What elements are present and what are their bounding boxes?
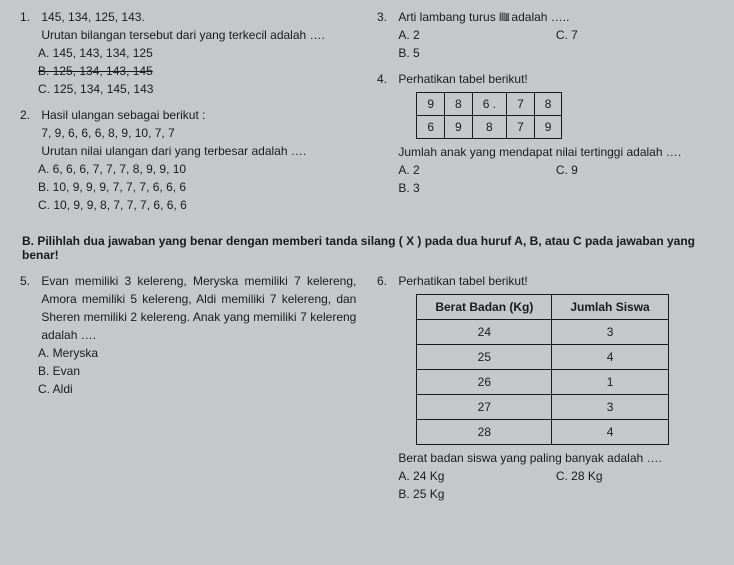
q6-option-b[interactable]: B. 25 Kg: [398, 485, 713, 503]
question-3: 3. Arti lambang turus 𝍫 II adalah ….. A.…: [377, 8, 714, 62]
q4-r2c4: 7: [507, 116, 535, 139]
q3-option-c[interactable]: C. 7: [556, 26, 714, 44]
q4-r2c5: 9: [534, 116, 562, 139]
q2-stem2: 7, 9, 6, 6, 6, 8, 9, 10, 7, 7: [41, 126, 174, 140]
q1-option-a[interactable]: A. 145, 143, 134, 125: [38, 44, 357, 62]
q2-body: Hasil ulangan sebagai berikut : 7, 9, 6,…: [41, 106, 356, 160]
q3-stem: Arti lambang turus: [398, 10, 495, 24]
q5-stem: Evan memiliki 3 kelereng, Meryska memili…: [41, 272, 356, 344]
q3-option-b[interactable]: B. 5: [398, 44, 713, 62]
table-row: 243: [417, 320, 668, 345]
q2-stem3: Urutan nilai ulangan dari yang terbesar …: [41, 144, 306, 158]
q3-stem-after: adalah …..: [511, 10, 569, 24]
table-row: 254: [417, 345, 668, 370]
q4-r1c5: 8: [534, 93, 562, 116]
q2-option-c[interactable]: C. 10, 9, 9, 8, 7, 7, 7, 6, 6, 6: [38, 196, 357, 214]
q4-r2c2: 9: [445, 116, 473, 139]
q3-body: Arti lambang turus 𝍫 II adalah ….. A. 2 …: [398, 8, 713, 62]
table-row: 9 8 6 . 7 8: [417, 93, 562, 116]
q1-stem1: 145, 134, 125, 143.: [41, 10, 144, 24]
q1-body: 145, 134, 125, 143. Urutan bilangan ters…: [41, 8, 356, 44]
q6-option-a[interactable]: A. 24 Kg: [398, 467, 556, 485]
q1-stem2: Urutan bilangan tersebut dari yang terke…: [41, 28, 325, 42]
q4-r1c1: 9: [417, 93, 445, 116]
q5-option-b[interactable]: B. Evan: [38, 362, 357, 380]
q1-option-b[interactable]: B. 125, 134, 143, 145: [38, 62, 357, 80]
q2-option-b[interactable]: B. 10, 9, 9, 9, 7, 7, 7, 6, 6, 6: [38, 178, 357, 196]
table-row: 284: [417, 420, 668, 445]
q4-option-c[interactable]: C. 9: [556, 161, 714, 179]
q6-stem: Perhatikan tabel berikut!: [398, 274, 527, 288]
q6-r3c1: 26: [417, 370, 552, 395]
q1-option-c[interactable]: C. 125, 134, 145, 143: [38, 80, 357, 98]
q6-r4c2: 3: [552, 395, 668, 420]
question-4: 4. Perhatikan tabel berikut! 9 8 6 . 7 8…: [377, 70, 714, 197]
q4-r1c2: 8: [445, 93, 473, 116]
q4-number: 4.: [377, 70, 395, 88]
q6-r5c2: 4: [552, 420, 668, 445]
q4-r2c3: 8: [472, 116, 506, 139]
q4-body: Perhatikan tabel berikut! 9 8 6 . 7 8 6 …: [398, 70, 713, 197]
q6-table: Berat Badan (Kg) Jumlah Siswa 243 254 26…: [416, 294, 668, 445]
q2-option-a[interactable]: A. 6, 6, 6, 7, 7, 7, 8, 9, 9, 10: [38, 160, 357, 178]
q5-option-c[interactable]: C. Aldi: [38, 380, 357, 398]
q5-number: 5.: [20, 272, 38, 290]
q5-option-a[interactable]: A. Meryska: [38, 344, 357, 362]
table-row: 273: [417, 395, 668, 420]
q4-stem: Perhatikan tabel berikut!: [398, 72, 527, 86]
q6-r1c1: 24: [417, 320, 552, 345]
q6-body: Perhatikan tabel berikut! Berat Badan (K…: [398, 272, 713, 503]
q6-h2: Jumlah Siswa: [552, 295, 668, 320]
table-row: Berat Badan (Kg) Jumlah Siswa: [417, 295, 668, 320]
q1-number: 1.: [20, 8, 38, 26]
table-row: 6 9 8 7 9: [417, 116, 562, 139]
q2-stem1: Hasil ulangan sebagai berikut :: [41, 108, 205, 122]
q6-option-c[interactable]: C. 28 Kg: [556, 467, 714, 485]
section-b-heading: B. Pilihlah dua jawaban yang benar denga…: [20, 234, 714, 272]
question-5: 5. Evan memiliki 3 kelereng, Meryska mem…: [20, 272, 357, 398]
q6-h1: Berat Badan (Kg): [417, 295, 552, 320]
q6-r1c2: 3: [552, 320, 668, 345]
q3-number: 3.: [377, 8, 395, 26]
question-2: 2. Hasil ulangan sebagai berikut : 7, 9,…: [20, 106, 357, 214]
question-1: 1. 145, 134, 125, 143. Urutan bilangan t…: [20, 8, 357, 98]
q4-table: 9 8 6 . 7 8 6 9 8 7 9: [416, 92, 562, 139]
q6-r2c2: 4: [552, 345, 668, 370]
q6-r4c1: 27: [417, 395, 552, 420]
tally-icon: 𝍫 II: [499, 10, 508, 24]
q4-r2c1: 6: [417, 116, 445, 139]
q4-after: Jumlah anak yang mendapat nilai tertingg…: [398, 145, 681, 159]
q6-after: Berat badan siswa yang paling banyak ada…: [398, 451, 662, 465]
q4-r1c4: 7: [507, 93, 535, 116]
question-6: 6. Perhatikan tabel berikut! Berat Badan…: [377, 272, 714, 503]
q4-r1c3: 6 .: [472, 93, 506, 116]
q3-option-a[interactable]: A. 2: [398, 26, 556, 44]
q2-number: 2.: [20, 106, 38, 124]
q6-r2c1: 25: [417, 345, 552, 370]
q6-number: 6.: [377, 272, 395, 290]
q4-option-b[interactable]: B. 3: [398, 179, 713, 197]
q6-r3c2: 1: [552, 370, 668, 395]
table-row: 261: [417, 370, 668, 395]
q6-r5c1: 28: [417, 420, 552, 445]
q4-option-a[interactable]: A. 2: [398, 161, 556, 179]
